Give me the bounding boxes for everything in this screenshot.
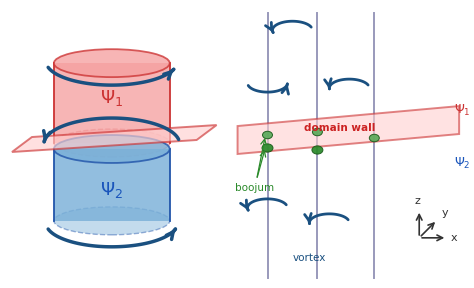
Ellipse shape bbox=[54, 207, 170, 235]
Ellipse shape bbox=[262, 144, 273, 152]
Text: vortex: vortex bbox=[293, 253, 326, 263]
Ellipse shape bbox=[54, 49, 170, 77]
Text: $\Psi_2$: $\Psi_2$ bbox=[100, 180, 123, 200]
Text: y: y bbox=[441, 208, 448, 218]
Text: $\Psi_2$: $\Psi_2$ bbox=[454, 156, 471, 170]
Text: x: x bbox=[451, 233, 458, 243]
Ellipse shape bbox=[54, 129, 170, 157]
Ellipse shape bbox=[369, 134, 379, 142]
Polygon shape bbox=[12, 125, 217, 152]
Text: z: z bbox=[414, 196, 420, 206]
Ellipse shape bbox=[263, 131, 273, 139]
Ellipse shape bbox=[54, 135, 170, 163]
Ellipse shape bbox=[312, 128, 322, 136]
Text: domain wall: domain wall bbox=[304, 123, 375, 133]
Text: $\Psi_1$: $\Psi_1$ bbox=[454, 103, 471, 118]
Text: boojum: boojum bbox=[235, 183, 274, 193]
Polygon shape bbox=[54, 63, 170, 143]
Polygon shape bbox=[54, 149, 170, 221]
Polygon shape bbox=[237, 106, 459, 154]
Ellipse shape bbox=[312, 146, 323, 154]
Text: $\Psi_1$: $\Psi_1$ bbox=[100, 88, 123, 108]
